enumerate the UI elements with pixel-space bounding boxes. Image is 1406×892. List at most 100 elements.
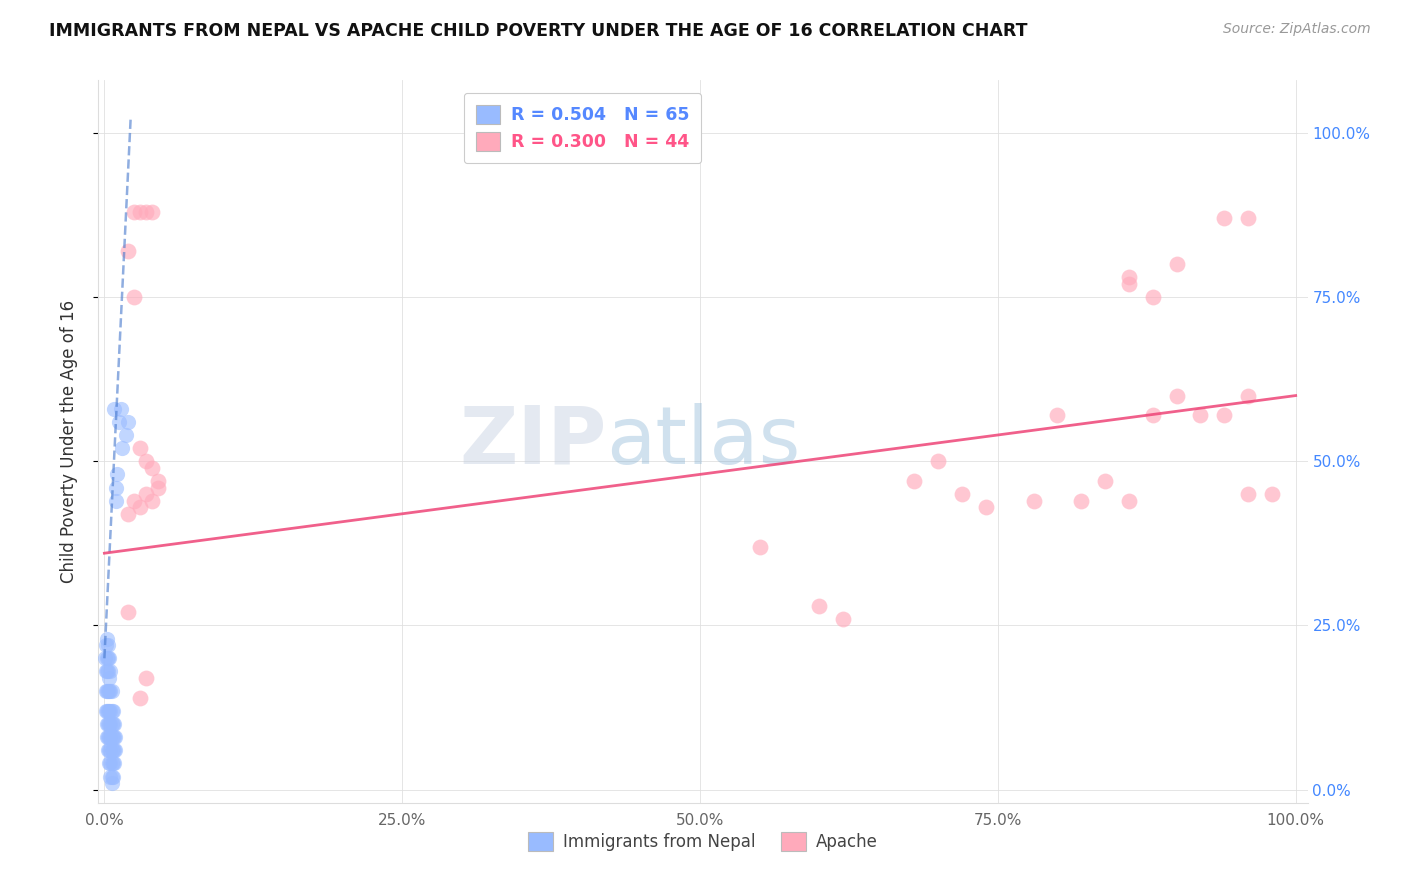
Point xyxy=(103,743,125,757)
Point xyxy=(97,704,120,718)
Point xyxy=(97,717,120,731)
Point xyxy=(122,493,145,508)
Text: ZIP: ZIP xyxy=(458,402,606,481)
Point xyxy=(94,638,117,652)
Point xyxy=(107,415,129,429)
Point xyxy=(96,704,118,718)
Point xyxy=(141,204,163,219)
Point xyxy=(101,717,124,731)
Y-axis label: Child Poverty Under the Age of 16: Child Poverty Under the Age of 16 xyxy=(59,300,77,583)
Point xyxy=(98,770,121,784)
Point xyxy=(808,599,831,613)
Point xyxy=(1094,474,1116,488)
Point xyxy=(94,665,117,679)
Point xyxy=(1213,211,1236,226)
Point xyxy=(96,730,118,744)
Point xyxy=(104,743,127,757)
Point xyxy=(1237,487,1260,501)
Point xyxy=(96,632,118,646)
Point xyxy=(100,756,122,771)
Point xyxy=(1118,270,1140,285)
Text: atlas: atlas xyxy=(606,402,800,481)
Point xyxy=(1237,388,1260,402)
Legend: Immigrants from Nepal, Apache: Immigrants from Nepal, Apache xyxy=(520,824,886,860)
Point xyxy=(97,730,120,744)
Text: IMMIGRANTS FROM NEPAL VS APACHE CHILD POVERTY UNDER THE AGE OF 16 CORRELATION CH: IMMIGRANTS FROM NEPAL VS APACHE CHILD PO… xyxy=(49,22,1028,40)
Point xyxy=(98,704,121,718)
Point xyxy=(101,743,124,757)
Point xyxy=(98,756,121,771)
Point xyxy=(135,454,157,468)
Point xyxy=(903,474,925,488)
Point xyxy=(98,730,121,744)
Point xyxy=(135,204,157,219)
Point xyxy=(98,717,121,731)
Point xyxy=(927,454,949,468)
Point xyxy=(97,651,120,665)
Point xyxy=(98,704,121,718)
Point xyxy=(100,717,122,731)
Point xyxy=(974,500,997,515)
Point xyxy=(1070,493,1092,508)
Point xyxy=(97,743,120,757)
Point xyxy=(101,704,124,718)
Point xyxy=(98,651,121,665)
Point xyxy=(105,493,128,508)
Point xyxy=(100,776,122,790)
Point xyxy=(94,651,117,665)
Point xyxy=(94,684,117,698)
Point xyxy=(1213,409,1236,423)
Point xyxy=(107,467,129,482)
Point xyxy=(117,244,139,258)
Point xyxy=(122,290,145,304)
Point xyxy=(1118,277,1140,291)
Point xyxy=(104,730,127,744)
Point xyxy=(100,743,122,757)
Point xyxy=(98,730,121,744)
Point xyxy=(1261,487,1284,501)
Point xyxy=(129,441,152,455)
Point xyxy=(950,487,973,501)
Point xyxy=(103,756,125,771)
Point xyxy=(98,684,121,698)
Point xyxy=(114,428,136,442)
Point xyxy=(101,756,124,771)
Point xyxy=(1237,211,1260,226)
Point xyxy=(1166,388,1188,402)
Point xyxy=(117,415,139,429)
Point xyxy=(98,671,121,685)
Point xyxy=(1046,409,1069,423)
Point xyxy=(96,665,118,679)
Point xyxy=(97,684,120,698)
Point xyxy=(1166,257,1188,271)
Point xyxy=(96,717,118,731)
Point xyxy=(97,665,120,679)
Point xyxy=(146,474,169,488)
Point xyxy=(101,730,124,744)
Point xyxy=(129,690,152,705)
Point xyxy=(135,671,157,685)
Point xyxy=(103,717,125,731)
Point xyxy=(100,730,122,744)
Point xyxy=(100,704,122,718)
Point xyxy=(1142,290,1164,304)
Point xyxy=(98,684,121,698)
Point xyxy=(98,743,121,757)
Point xyxy=(1022,493,1045,508)
Point xyxy=(1118,493,1140,508)
Point xyxy=(129,500,152,515)
Point xyxy=(832,612,855,626)
Point xyxy=(129,204,152,219)
Point xyxy=(98,665,121,679)
Point xyxy=(111,441,134,455)
Point xyxy=(98,743,121,757)
Point xyxy=(103,730,125,744)
Point xyxy=(117,507,139,521)
Point xyxy=(98,756,121,771)
Point xyxy=(94,704,117,718)
Point xyxy=(135,487,157,501)
Point xyxy=(141,493,163,508)
Point xyxy=(1142,409,1164,423)
Point xyxy=(96,651,118,665)
Point xyxy=(117,605,139,619)
